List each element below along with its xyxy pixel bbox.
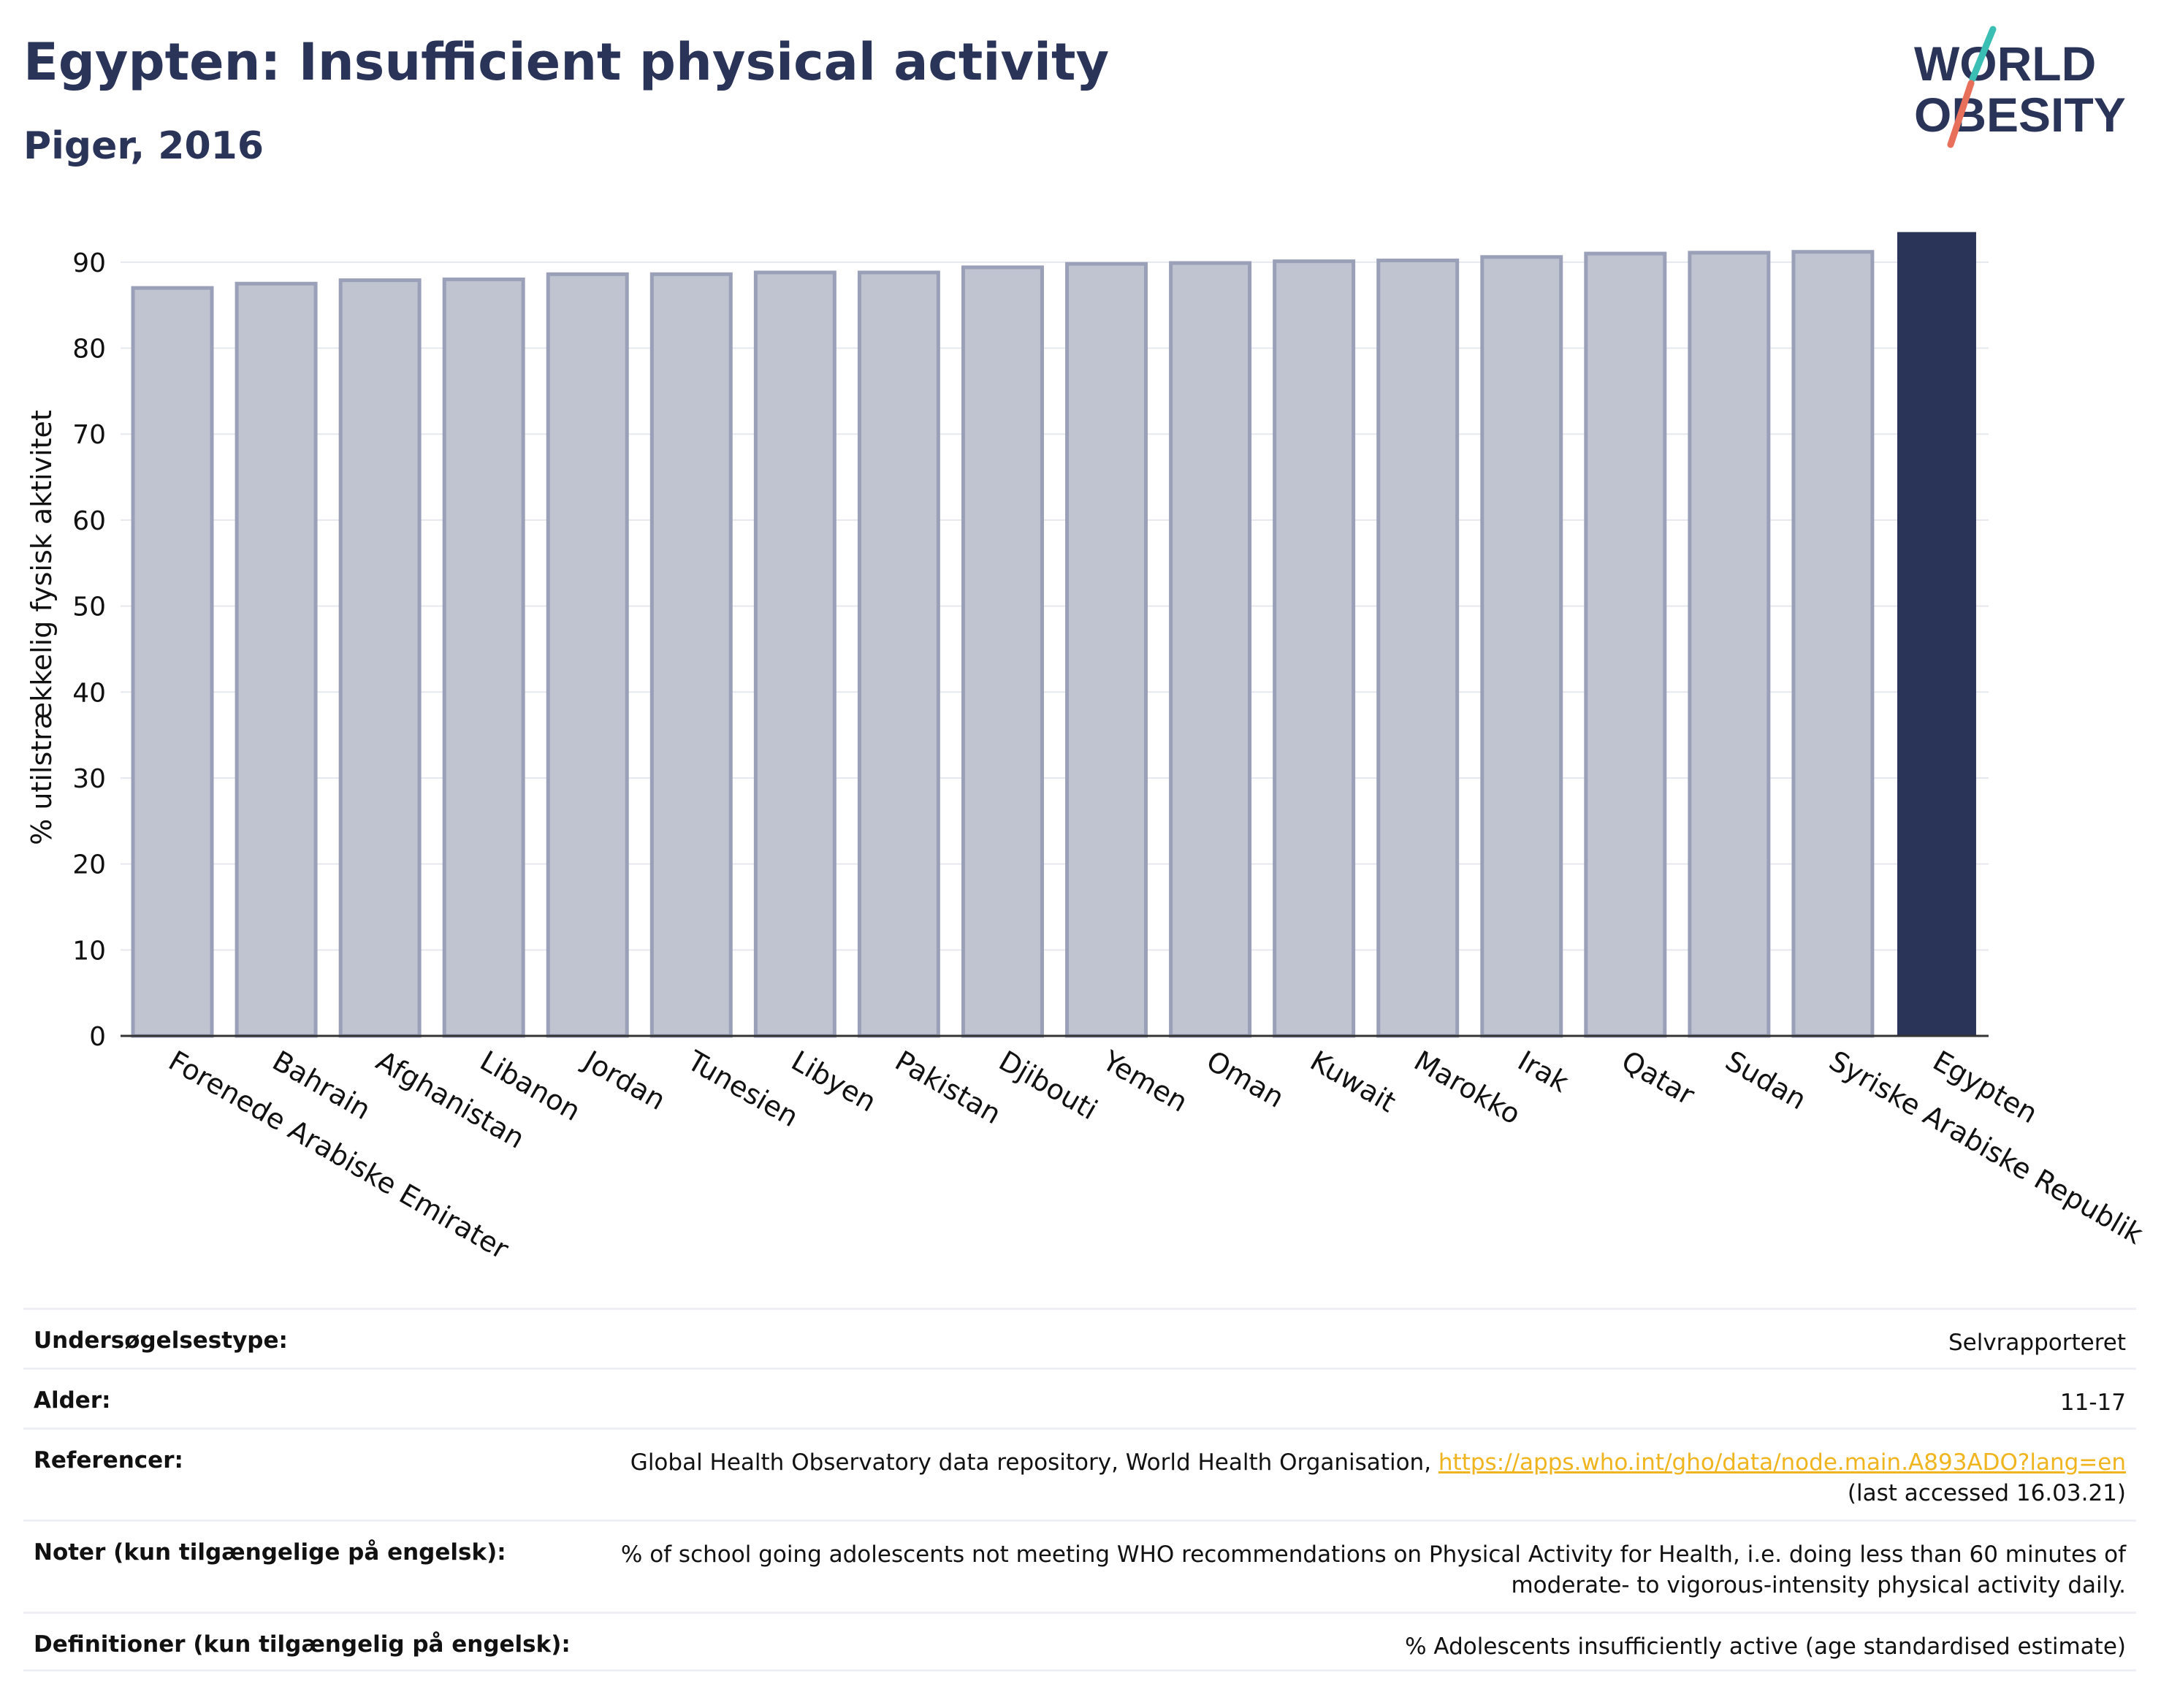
bar-egypten	[1897, 232, 1976, 1037]
logo-slash-coral	[1947, 80, 1975, 148]
y-tick-label: 20	[72, 850, 106, 880]
y-tick-label: 10	[72, 936, 106, 966]
bar-tunesien	[649, 272, 733, 1038]
x-tick-label: Pakistan	[890, 1045, 1007, 1131]
meta-value-2: moderate- to vigorous-intensity physical…	[1511, 1572, 2126, 1598]
bar-yemen	[1065, 262, 1148, 1038]
x-tick-label: Djibouti	[994, 1045, 1103, 1126]
meta-label: Referencer:	[34, 1447, 183, 1473]
meta-label: Definitioner (kun tilgængelig på engelsk…	[34, 1631, 571, 1658]
bars	[131, 232, 1976, 1038]
logo-line2: OBESITY	[1914, 88, 2126, 142]
bar-jordan	[546, 272, 629, 1038]
bar-pakistan	[857, 270, 940, 1038]
bar-sudan	[1688, 251, 1771, 1038]
y-tick-label: 40	[72, 678, 106, 708]
x-tick-label: Kuwait	[1305, 1045, 1401, 1119]
x-tick-label: Marokko	[1409, 1045, 1526, 1131]
x-tick-label: Oman	[1201, 1045, 1289, 1114]
x-tick-label: Jordan	[577, 1044, 671, 1117]
logo-slash-teal	[1969, 26, 1997, 83]
x-tick-label: Yemen	[1097, 1044, 1193, 1118]
y-axis-label: % utilstrækkelig fysisk aktivitet	[26, 410, 58, 845]
bar-irak	[1480, 255, 1563, 1038]
bar-syriske-arabiske-republik	[1791, 250, 1875, 1038]
meta-row-references: Referencer: Global Health Observatory da…	[23, 1427, 2136, 1520]
chart-title: Egypten: Insufficient physical activity	[23, 32, 1110, 92]
meta-value: 11-17	[2059, 1389, 2126, 1416]
meta-label: Undersøgelsestype:	[34, 1327, 288, 1354]
bar-marokko	[1376, 258, 1460, 1038]
gridlines	[121, 261, 1989, 951]
bar-afghanistan	[338, 278, 422, 1038]
meta-value: % of school going adolescents not meetin…	[620, 1541, 2126, 1568]
bar-libanon	[442, 277, 525, 1038]
meta-row-age: Alder: 11-17	[23, 1368, 2136, 1427]
meta-value: % Adolescents insufficiently active (age…	[1405, 1633, 2126, 1660]
y-tick-label: 60	[72, 506, 106, 536]
meta-row-notes: Noter (kun tilgængelige på engelsk): % o…	[23, 1520, 2136, 1612]
meta-value: Global Health Observatory data repositor…	[630, 1449, 1432, 1476]
x-axis-labels: Forenede Arabiske EmiraterBahrainAfghani…	[164, 1044, 2149, 1266]
x-tick-label: Sudan	[1720, 1045, 1812, 1116]
meta-label: Alder:	[34, 1387, 111, 1414]
bar-bahrain	[235, 281, 318, 1038]
y-tick-label: 30	[72, 764, 106, 794]
bar-chart: 0 10 20 30 40 50 60 70 80 90 Forenede Arabiske Em…	[26, 232, 2149, 1266]
logo-line1: WORLD	[1914, 37, 2096, 91]
y-tick-label: 80	[72, 335, 106, 365]
meta-row-survey-type: Undersøgelsestype: Selvrapporteret	[23, 1308, 2136, 1368]
y-tick-label: 0	[89, 1022, 106, 1052]
meta-label: Noter (kun tilgængelige på engelsk):	[34, 1539, 506, 1566]
meta-value: Selvrapporteret	[1948, 1330, 2126, 1356]
world-obesity-logo: WORLD OBESITY	[1914, 26, 2126, 148]
bar-libyen	[753, 270, 836, 1038]
x-tick-label: Tunesien	[682, 1044, 804, 1133]
bar-kuwait	[1273, 259, 1356, 1038]
x-tick-label: Qatar	[1616, 1045, 1700, 1112]
meta-row-definitions: Definitioner (kun tilgængelig på engelsk…	[23, 1612, 2136, 1671]
bar-oman	[1169, 261, 1252, 1038]
reference-link[interactable]: https://apps.who.int/gho/data/node.main.…	[1438, 1449, 2126, 1476]
y-tick-label: 50	[72, 592, 106, 622]
bar-qatar	[1584, 251, 1667, 1038]
x-tick-label: Irak	[1512, 1045, 1574, 1099]
bar-forenede-arabiske-emirater	[131, 286, 214, 1038]
y-tick-label: 70	[72, 420, 106, 450]
meta-value-2: (last accessed 16.03.21)	[1847, 1480, 2126, 1506]
y-axis-ticks: 0 10 20 30 40 50 60 70 80 90	[72, 248, 106, 1052]
bar-djibouti	[961, 265, 1044, 1038]
y-tick-label: 90	[72, 248, 106, 278]
metadata-table: Undersøgelsestype: Selvrapporteret Alder…	[23, 1308, 2136, 1671]
chart-subtitle: Piger, 2016	[23, 124, 264, 168]
